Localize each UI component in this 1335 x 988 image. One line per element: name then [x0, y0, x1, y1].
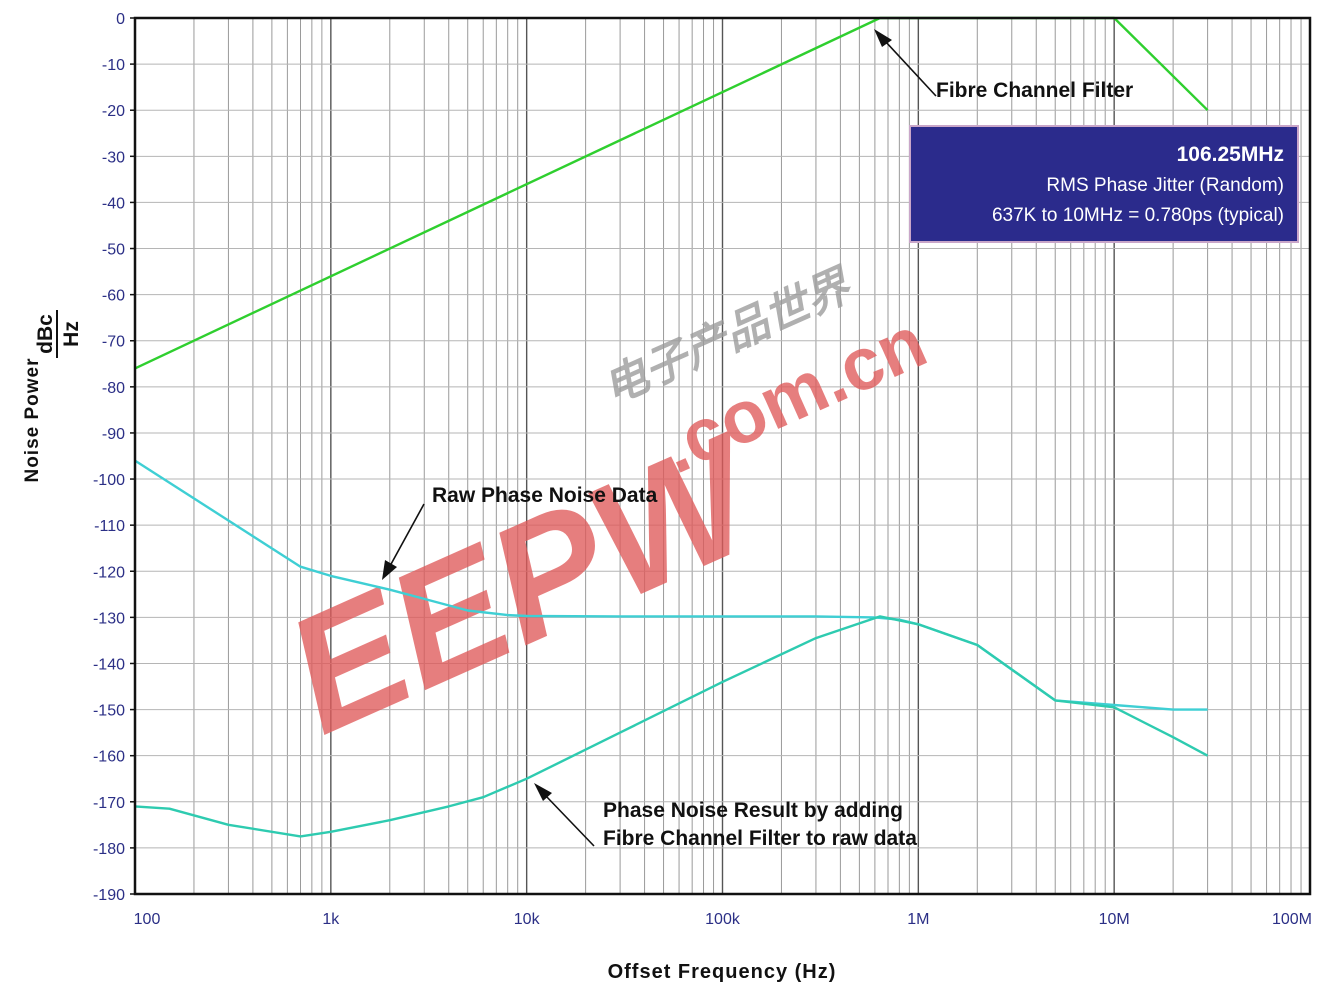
y-tick-label: -110 [94, 518, 125, 535]
x-tick-label: 1M [907, 911, 929, 928]
info-box-line1: RMS Phase Jitter (Random) [1046, 175, 1284, 196]
y-tick-label: 0 [116, 11, 125, 28]
y-axis-title-text: Noise Power [22, 357, 43, 482]
filter-annotation: Fibre Channel Filter [936, 79, 1133, 102]
raw-annotation: Raw Phase Noise Data [432, 484, 658, 507]
result-arrow-icon [534, 783, 595, 847]
x-tick-label: 100M [1272, 911, 1312, 928]
y-tick-label: -90 [102, 426, 125, 443]
annotations: Fibre Channel Filter Raw Phase Noise Dat… [382, 29, 1133, 850]
y-axis-unit-denominator: Hz [60, 321, 83, 347]
y-tick-label: -20 [102, 103, 125, 120]
filter-arrow-icon [874, 29, 937, 97]
x-tick-labels: 100 1k 10k 100k 1M 10M 100M [134, 911, 1312, 928]
y-tick-label: -70 [102, 334, 125, 351]
info-box-background [909, 125, 1299, 243]
x-tick-label: 100 [134, 911, 161, 928]
x-tick-label: 10k [514, 911, 541, 928]
y-tick-label: -170 [93, 795, 125, 812]
y-tick-label: -140 [93, 656, 125, 673]
y-tick-label: -120 [93, 564, 125, 581]
y-tick-label: -150 [93, 703, 125, 720]
y-axis-title: Noise Power [22, 357, 43, 482]
info-box-title: 106.25MHz [1177, 143, 1284, 166]
y-tick-label: -10 [102, 57, 125, 74]
x-axis-title: Offset Frequency (Hz) [608, 961, 837, 983]
y-tick-label: -160 [93, 749, 125, 766]
y-tick-label: -100 [93, 472, 125, 489]
x-tick-label: 100k [705, 911, 741, 928]
info-box-line2: 637K to 10MHz = 0.780ps (typical) [992, 205, 1284, 226]
y-tick-label: -50 [102, 242, 125, 259]
y-tick-label: -130 [93, 610, 125, 627]
result-annotation-line1: Phase Noise Result by adding [603, 799, 903, 822]
y-tick-label: -180 [93, 841, 125, 858]
result-series-line [134, 615, 1209, 838]
info-box: 106.25MHz RMS Phase Jitter (Random) 637K… [909, 125, 1299, 243]
x-tick-label: 1k [322, 911, 340, 928]
y-tick-label: -60 [102, 288, 125, 305]
y-tick-label: -80 [102, 380, 125, 397]
y-tick-label: -40 [102, 195, 125, 212]
y-tick-label: -30 [102, 149, 125, 166]
plot-frame [133, 16, 1312, 896]
raw-arrow-icon [382, 503, 425, 580]
y-tick-labels: 0 -10 -20 -30 -40 -50 -60 -70 -80 -90 -100 -110 -120… [93, 11, 135, 904]
y-tick-label: -190 [93, 887, 125, 904]
y-axis-unit: dBc Hz [34, 310, 83, 358]
x-tick-label: 10M [1099, 911, 1130, 928]
result-annotation-line2: Fibre Channel Filter to raw data [603, 827, 917, 850]
y-axis-unit-numerator: dBc [34, 314, 57, 354]
